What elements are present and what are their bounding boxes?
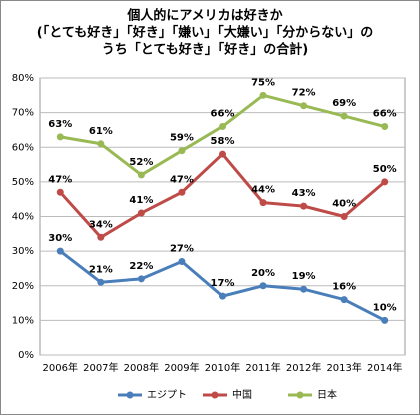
legend-label: 中国 bbox=[232, 388, 252, 401]
marker bbox=[178, 188, 186, 196]
value-label: 40% bbox=[332, 199, 356, 210]
marker bbox=[137, 209, 145, 217]
value-label: 27% bbox=[170, 244, 194, 255]
value-label: 19% bbox=[292, 271, 316, 282]
marker bbox=[381, 316, 389, 324]
y-tick-label: 70% bbox=[12, 108, 34, 119]
value-label: 75% bbox=[251, 77, 275, 88]
x-tick-label: 2014年 bbox=[367, 361, 402, 374]
chart-title: うち「とても好き」「好き」の合計) bbox=[102, 42, 308, 58]
marker bbox=[56, 247, 64, 255]
value-label: 30% bbox=[48, 233, 72, 244]
y-tick-label: 10% bbox=[12, 315, 34, 326]
value-label: 44% bbox=[251, 185, 275, 196]
x-tick-label: 2011年 bbox=[245, 361, 280, 374]
marker bbox=[300, 102, 308, 110]
marker bbox=[381, 178, 389, 186]
y-tick-label: 20% bbox=[12, 281, 34, 292]
marker bbox=[97, 233, 105, 241]
value-label: 66% bbox=[373, 108, 397, 119]
value-label: 52% bbox=[129, 157, 153, 168]
marker bbox=[97, 278, 105, 286]
marker bbox=[300, 202, 308, 210]
value-label: 21% bbox=[89, 264, 113, 275]
marker bbox=[178, 147, 186, 155]
value-label: 50% bbox=[373, 164, 397, 175]
marker bbox=[340, 296, 348, 304]
legend-marker bbox=[211, 391, 219, 399]
marker bbox=[137, 171, 145, 179]
marker bbox=[178, 258, 186, 266]
y-tick-label: 80% bbox=[12, 73, 34, 84]
value-label: 20% bbox=[251, 268, 275, 279]
legend-label: エジプト bbox=[147, 389, 187, 401]
y-tick-label: 60% bbox=[12, 142, 34, 153]
value-label: 41% bbox=[129, 195, 153, 206]
value-label: 69% bbox=[332, 98, 356, 109]
y-tick-label: 30% bbox=[12, 246, 34, 257]
x-tick-label: 2010年 bbox=[205, 361, 240, 374]
y-tick-label: 50% bbox=[12, 177, 34, 188]
x-tick-label: 2008年 bbox=[124, 361, 159, 374]
y-tick-label: 40% bbox=[12, 212, 34, 223]
marker bbox=[219, 150, 226, 158]
x-tick-label: 2012年 bbox=[286, 361, 321, 374]
value-label: 22% bbox=[129, 261, 153, 272]
legend-label: 日本 bbox=[317, 388, 337, 401]
value-label: 72% bbox=[292, 88, 316, 99]
marker bbox=[259, 91, 267, 99]
value-label: 17% bbox=[211, 278, 235, 289]
x-tick-label: 2007年 bbox=[83, 361, 118, 374]
chart-title: 個人的にアメリカは好きか bbox=[126, 8, 282, 24]
value-label: 63% bbox=[48, 119, 72, 130]
legend-marker bbox=[296, 391, 304, 399]
value-label: 66% bbox=[211, 108, 235, 119]
value-label: 43% bbox=[292, 188, 316, 199]
marker bbox=[300, 285, 308, 293]
value-label: 59% bbox=[170, 133, 194, 144]
value-label: 34% bbox=[89, 219, 113, 230]
marker bbox=[137, 275, 145, 283]
x-tick-label: 2006年 bbox=[43, 361, 78, 374]
marker bbox=[56, 133, 64, 141]
marker bbox=[259, 282, 267, 290]
x-tick-label: 2013年 bbox=[326, 361, 361, 374]
value-label: 47% bbox=[48, 174, 72, 185]
value-label: 10% bbox=[373, 302, 397, 313]
value-label: 61% bbox=[89, 126, 113, 137]
marker bbox=[219, 292, 226, 300]
marker bbox=[381, 122, 389, 130]
value-label: 16% bbox=[332, 282, 356, 293]
x-tick-label: 2009年 bbox=[164, 361, 199, 374]
chart-title: (「とても好き」「好き」「嫌い」「大嫌い」「分からない」の bbox=[37, 25, 373, 41]
value-label: 58% bbox=[211, 136, 235, 147]
marker bbox=[340, 112, 348, 120]
marker bbox=[97, 140, 105, 148]
marker bbox=[259, 199, 267, 207]
marker bbox=[56, 188, 64, 196]
marker bbox=[340, 213, 348, 220]
legend-marker bbox=[126, 391, 134, 399]
value-label: 47% bbox=[170, 174, 194, 185]
y-tick-label: 0% bbox=[18, 350, 34, 361]
marker bbox=[219, 122, 226, 130]
